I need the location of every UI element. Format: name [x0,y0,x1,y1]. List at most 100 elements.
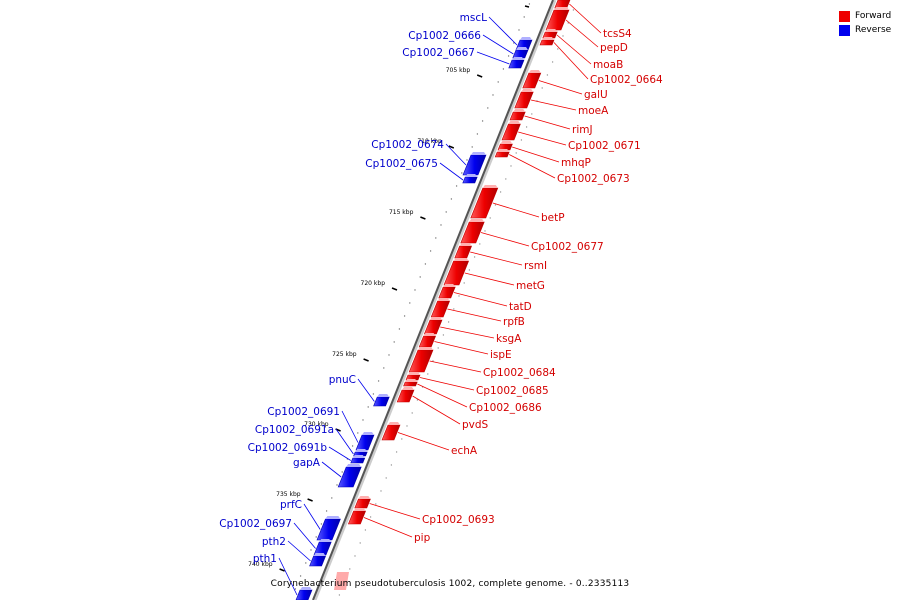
gene-cap [300,587,312,590]
leader-line-mscl [488,16,518,46]
guide-dot [427,373,429,375]
leader-line-cp1002-0697 [293,522,316,549]
gene-block-tatd [438,286,456,299]
gene-cap [521,89,534,92]
guide-dot [541,87,543,89]
gene-label-cp1002-0685: Cp1002_0685 [476,385,549,397]
legend-forward-label: Forward [855,11,892,21]
leader-line-pepd [565,19,599,48]
gene-label-rimj: rimJ [572,124,593,136]
gene-label-cp1002-0674: Cp1002_0674 [371,139,444,151]
guide-dot [349,568,351,570]
guide-dot [377,380,380,382]
gene-label-echa: echA [451,445,478,457]
reverse-swatch [839,24,850,36]
tick-label: 715 kbp [389,209,414,216]
gene-block-cp1002-0674 [462,154,487,176]
guide-dot [507,55,510,57]
guide-dot [510,165,512,167]
gene-cap [554,7,569,10]
guide-dot [305,562,307,564]
gene-label-cp1002-0686: Cp1002_0686 [469,402,542,414]
gene-label-cp1002-0691: Cp1002_0691 [267,406,340,418]
gene-label-pth1: pth1 [253,553,277,565]
gene-label-pepd: pepD [600,42,628,54]
gene-label-ksga: ksgA [496,333,522,345]
gene-label-tcss4: tcsS4 [603,28,632,40]
tick-label: 735 kbp [276,491,301,498]
guide-dot [445,211,447,213]
guide-dot [463,282,465,284]
tick-label: 740 kbp [248,561,273,568]
guide-dot [523,16,525,18]
guide-dot [572,9,575,11]
leader-line-betp [492,202,540,218]
leader-line-metg [464,272,515,286]
guide-dot [492,94,494,96]
guide-dot [395,451,398,453]
gene-block-cp1002-0675 [462,176,478,184]
guide-dot [494,204,497,206]
gene-label-prfc: prfC [280,499,302,511]
leader-line-cp1002-0671 [518,131,567,146]
guide-dot [461,172,463,174]
guide-dot [466,159,468,161]
gene-label-cp1002-0671: Cp1002_0671 [568,140,641,152]
tick-label: 705 kbp [446,67,471,74]
guide-dot [531,113,533,115]
leader-line-pvds [412,395,461,425]
guide-dot [406,425,408,427]
gene-cap [545,29,558,32]
guide-dot [455,185,458,187]
guide-dot [398,328,401,330]
leader-line-tcss4 [569,3,602,34]
guide-dot [562,35,564,37]
legend-reverse: Reverse [839,23,891,37]
leader-line-galu [538,80,583,95]
gene-label-moea: moeA [578,105,609,117]
gene-cap [418,347,433,350]
tick-mark [476,74,483,78]
gene-block-cp1002-0673 [494,151,510,158]
gene-label-cp1002-0664: Cp1002_0664 [590,74,663,86]
gene-label-moab: moaB [593,59,623,71]
guide-dot [487,107,489,109]
gene-features [295,0,571,600]
guide-dot [401,438,403,440]
leader-line-cp1002-0675 [439,162,464,181]
leader-line-cp1002-0693 [369,503,421,520]
guide-dot [515,152,517,154]
gene-block-cp1002-0667 [508,59,525,69]
gene-block-cp1002-0664 [539,39,555,46]
guide-dot [385,477,387,479]
gene-block-cp1002-0686 [403,381,418,387]
guide-dot [499,191,502,193]
tick-label: 710 kbp [417,138,442,145]
guide-dot [450,198,453,200]
gene-label-metg: metG [516,280,545,292]
gene-cap [377,394,390,397]
gene-cap [465,174,478,177]
gene-label-mscl: mscL [460,12,487,24]
gene-cap [453,258,469,261]
guide-dot [440,224,442,226]
gene-label-cp1002-0675: Cp1002_0675 [365,158,438,170]
gene-cap [313,553,326,556]
gene-cap [355,449,368,452]
gene-label-cp1002-0684: Cp1002_0684 [483,367,556,379]
guide-dot [435,237,437,239]
leader-line-pip [363,517,413,538]
guide-dot [372,393,375,395]
gene-cap [542,37,554,40]
genome-caption: Corynebacterium pseudotuberculosis 1002,… [270,579,630,589]
gene-label-cp1002-0693: Cp1002_0693 [422,514,495,526]
guide-dot [429,250,432,252]
gene-cap [512,57,524,60]
gene-cap [500,141,513,144]
gene-cap [482,185,498,188]
gene-block-gapa [337,466,362,488]
leader-line-moab [556,34,592,65]
gene-label-pth2: pth2 [262,536,286,548]
guide-dot [528,3,531,5]
guide-dot [525,126,528,128]
